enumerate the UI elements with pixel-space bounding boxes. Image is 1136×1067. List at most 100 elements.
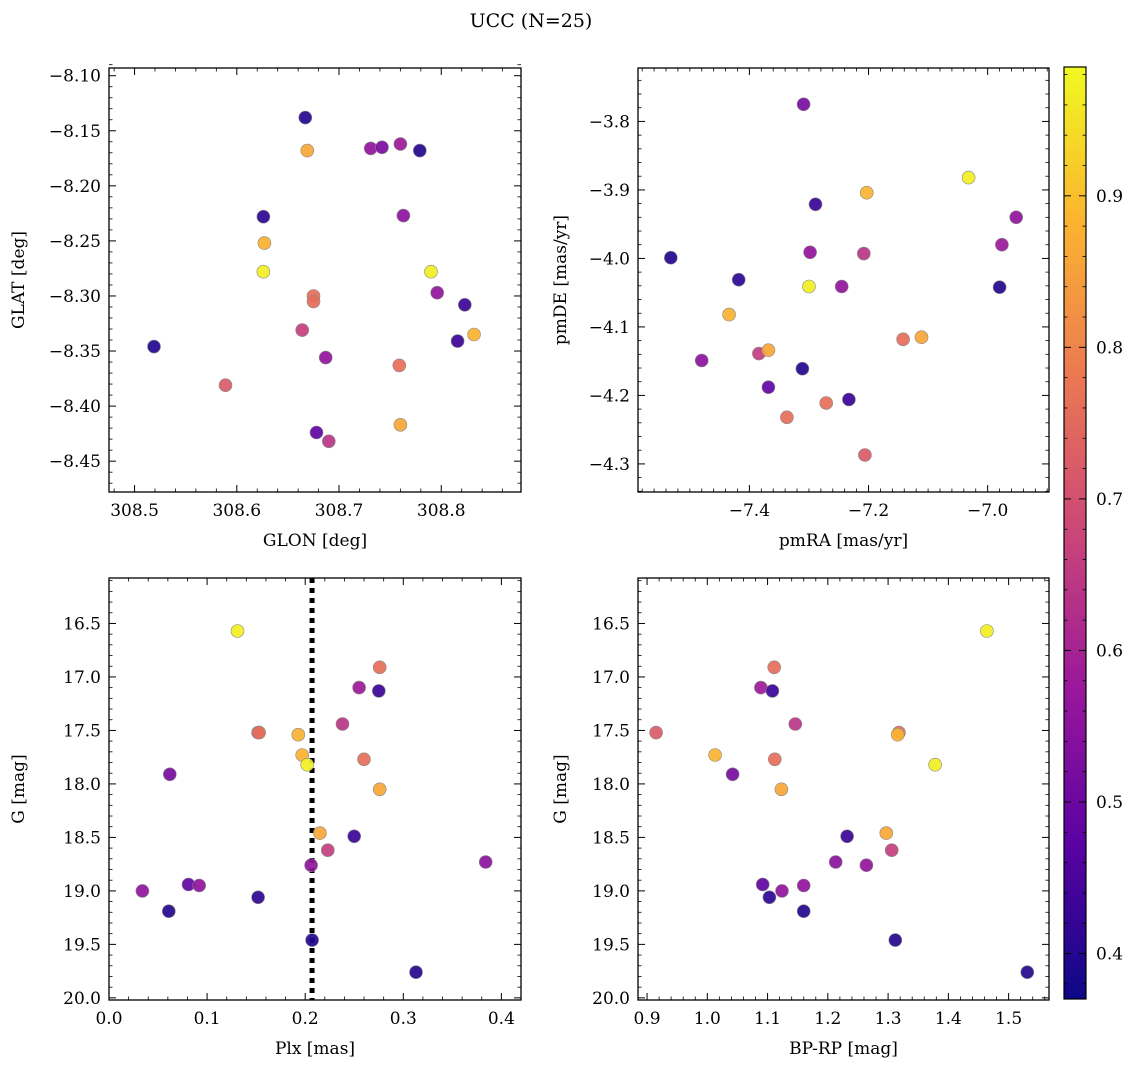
y-tick-label: 19.5 xyxy=(63,935,101,955)
x-tick-label: 1.3 xyxy=(875,1009,902,1029)
y-tick-label: 20.0 xyxy=(592,989,630,1009)
colorbar-frame xyxy=(1063,66,1087,1000)
star-point-3 xyxy=(731,272,746,287)
star-point-8 xyxy=(313,826,327,840)
y-tick-label: −8.45 xyxy=(49,452,101,472)
star-point-9 xyxy=(252,725,266,740)
star-point-8 xyxy=(761,343,776,358)
star-point-20 xyxy=(412,143,427,158)
star-point-16 xyxy=(392,358,407,373)
star-point-5 xyxy=(256,264,271,279)
star-point-21 xyxy=(300,757,315,772)
star-point-15 xyxy=(725,767,740,782)
star-point-6 xyxy=(295,323,310,337)
y-tick-label: 16.5 xyxy=(63,614,101,634)
star-point-25 xyxy=(859,185,874,200)
y-tick-label: 19.0 xyxy=(63,882,101,902)
star-point-21 xyxy=(424,264,438,279)
x-tick-label: 308.6 xyxy=(212,501,261,521)
star-point-25 xyxy=(467,327,481,342)
star-point-3 xyxy=(256,209,271,224)
star-point-22 xyxy=(430,285,445,300)
star-point-10 xyxy=(767,660,782,675)
star-point-7 xyxy=(795,361,810,376)
colorbar-tick-label: 0.5 xyxy=(1096,793,1123,813)
star-point-17 xyxy=(393,417,408,432)
star-point-17 xyxy=(914,330,929,345)
colorbar-tick-label: 0.7 xyxy=(1096,490,1123,510)
star-point-20 xyxy=(409,965,423,980)
star-point-13 xyxy=(788,717,803,731)
y-tick-label: −4.0 xyxy=(589,249,630,269)
x-tick-label: 308.5 xyxy=(110,501,159,521)
star-point-17 xyxy=(774,782,789,797)
y-tick-label: 20.0 xyxy=(63,989,101,1009)
y-axis-label: GLAT [deg] xyxy=(9,231,29,329)
star-point-24 xyxy=(808,197,823,212)
star-point-7 xyxy=(888,933,903,947)
x-tick-label: 308.8 xyxy=(417,501,466,521)
star-point-4 xyxy=(257,236,272,250)
star-point-18 xyxy=(754,680,768,695)
star-point-14 xyxy=(363,141,378,156)
star-point-20 xyxy=(1020,965,1035,980)
star-point-8 xyxy=(879,826,894,840)
y-tick-label: 17.5 xyxy=(63,721,101,741)
star-point-7 xyxy=(298,110,313,125)
y-tick-label: −4.1 xyxy=(589,318,630,338)
star-point-20 xyxy=(992,280,1007,295)
y-tick-label: 17.0 xyxy=(592,668,630,688)
panel-frame xyxy=(108,67,522,493)
star-point-12 xyxy=(318,350,333,365)
star-point-17 xyxy=(372,782,387,797)
star-point-10 xyxy=(896,332,910,347)
y-tick-label: 19.0 xyxy=(592,882,630,902)
y-tick-label: 16.5 xyxy=(592,614,630,634)
star-point-3 xyxy=(251,890,265,905)
star-point-15 xyxy=(796,97,811,112)
x-tick-label: 0.4 xyxy=(488,1009,515,1029)
colorbar-gradient xyxy=(1064,67,1086,999)
star-point-16 xyxy=(357,752,371,767)
star-point-7 xyxy=(305,933,319,947)
star-point-24 xyxy=(371,684,386,698)
star-point-21 xyxy=(928,757,942,772)
x-tick-label: 1.1 xyxy=(754,1009,781,1029)
y-tick-label: 18.0 xyxy=(592,775,630,795)
star-point-19 xyxy=(694,353,709,368)
y-tick-label: −4.2 xyxy=(589,386,630,406)
star-point-22 xyxy=(859,858,874,873)
panel-top-left: 308.5 308.6 308.7 308.8 −8.45 −8.40 −8.35 −8.30… xyxy=(9,64,522,551)
x-tick-label: 1.4 xyxy=(935,1009,962,1029)
x-axis-label: GLON [deg] xyxy=(263,531,367,551)
star-point-1 xyxy=(796,904,811,919)
star-point-24 xyxy=(765,684,780,698)
star-point-11 xyxy=(755,877,770,892)
y-tick-label: −8.30 xyxy=(49,287,101,307)
star-point-1 xyxy=(663,250,678,265)
x-tick-label: 1.5 xyxy=(995,1009,1022,1029)
panel-bottom-left: 0.0 0.1 0.2 0.3 0.4 16.5 17.0 17.5 18.0 18.5 19.0 1… xyxy=(9,577,522,1059)
colorbar-tick-label: 0.8 xyxy=(1096,338,1123,358)
colorbar-tick-label: 0.9 xyxy=(1096,187,1123,207)
y-tick-label: −4.3 xyxy=(589,455,630,475)
star-point-4 xyxy=(708,748,722,762)
star-point-14 xyxy=(796,878,811,893)
star-point-23 xyxy=(347,829,362,844)
star-point-25 xyxy=(291,727,306,742)
panel-frame xyxy=(637,67,1050,493)
star-point-14 xyxy=(834,279,849,294)
x-axis-label: BP-RP [mag] xyxy=(789,1039,898,1059)
star-point-9 xyxy=(780,410,794,425)
y-tick-label: 17.5 xyxy=(592,721,630,741)
star-point-4 xyxy=(722,307,736,322)
star-point-24 xyxy=(457,297,472,312)
y-tick-label: −8.15 xyxy=(49,122,101,142)
panel-top-right: −7.4 −7.2 −7.0 −4.3 −4.2 −4.1 −4.0 −3.9 −3.8 pmRA… xyxy=(551,67,1050,551)
star-point-1 xyxy=(162,904,176,919)
y-tick-label: −8.35 xyxy=(49,342,101,362)
star-point-10 xyxy=(306,294,321,309)
y-tick-label: −8.25 xyxy=(49,232,101,252)
star-point-2 xyxy=(649,725,663,740)
